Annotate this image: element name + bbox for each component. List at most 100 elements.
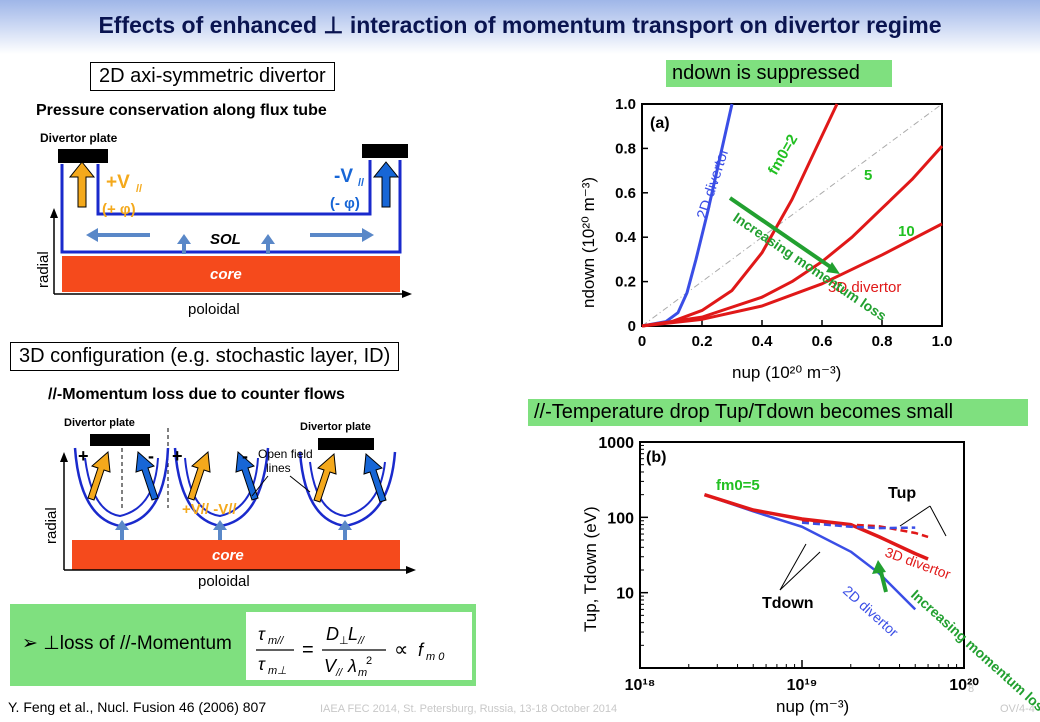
page-title: Effects of enhanced ⊥ interaction of mom… <box>98 12 942 38</box>
core-label: core <box>210 266 242 283</box>
svg-text:λ: λ <box>347 656 357 676</box>
orange-flow-arrow <box>68 161 96 208</box>
blue-arrow-3d-1 <box>135 450 159 501</box>
chart-a-ytick: 0.6 <box>615 185 636 202</box>
radial-label: radial <box>35 251 52 288</box>
chart-b-xtick: 10¹⁹ <box>787 677 818 694</box>
divertor-plate-left <box>58 149 108 163</box>
chart-b-xlabel: nup (m⁻³) <box>776 697 849 716</box>
chart-a-panel: (a) <box>650 115 670 132</box>
3d-diagram: Divertor plate Divertor plate + - + - Op… <box>43 417 416 590</box>
chart-b-2d-label: 2D divertor <box>840 582 902 640</box>
minus-2: - <box>242 446 248 466</box>
flux-tube-inner <box>96 160 372 216</box>
chart-a-xtick: 0.8 <box>872 333 893 350</box>
divertor-plate-label-1: Divertor plate <box>64 417 135 429</box>
svg-text:D: D <box>326 624 339 644</box>
chart-a-ytick: 0 <box>628 318 636 335</box>
chart-b-ytick: 1000 <box>598 435 634 452</box>
chart-a-label-box: ndown is suppressed <box>666 60 892 87</box>
axisymmetric-box: 2D axi-symmetric divertor <box>90 62 335 91</box>
vplus-label: +V <box>106 172 130 193</box>
reference: Y. Feng et al., Nucl. Fusion 46 (2006) 8… <box>8 699 267 715</box>
svg-text:m//: m// <box>268 635 284 647</box>
poloidal-label: poloidal <box>188 301 240 318</box>
chart-a-ylabel: ndown (10²⁰ m⁻³) <box>579 177 598 308</box>
minus-1: - <box>148 446 154 466</box>
vflows-label: +V// -V// <box>182 501 237 518</box>
chart-b-series-2 <box>801 519 929 539</box>
orange-arrow-3d-1 <box>87 450 111 501</box>
vminus-label: -V <box>334 166 353 187</box>
core-label-3d: core <box>212 547 244 564</box>
blue-flow-arrow <box>372 161 400 208</box>
bullet-text: ➢ ⊥loss of //-Momentum <box>22 633 232 654</box>
svg-text:f: f <box>418 640 425 660</box>
chart-a-ytick: 0.4 <box>615 229 637 246</box>
svg-text:V: V <box>324 656 338 676</box>
svg-text:2: 2 <box>366 655 372 667</box>
plus-1: + <box>78 446 89 466</box>
chart-a-xtick: 1.0 <box>932 333 953 350</box>
chart-b-ytick: 10 <box>616 586 634 603</box>
plus-2: + <box>172 446 183 466</box>
open-field-label-2: lines <box>266 461 291 475</box>
poloidal-label-3d: poloidal <box>198 573 250 590</box>
chart-a-ytick: 1.0 <box>615 96 636 113</box>
3d-config-box: 3D configuration (e.g. stochastic layer,… <box>10 342 400 371</box>
chart-b-tdown: Tdown <box>762 595 814 612</box>
blue-arrow-3d-2 <box>235 450 259 501</box>
chart-a-fm0-10: 10 <box>898 223 915 240</box>
momentum-loss-title: //-Momentum loss due to counter flows <box>48 386 345 403</box>
chart-a-xtick: 0 <box>638 333 646 350</box>
svg-text:m 0: m 0 <box>426 651 445 663</box>
chart-a-fm0-5: 5 <box>864 167 872 184</box>
chart-b-fm0: fm0=5 <box>716 477 760 494</box>
chart-a-arrow <box>728 196 834 270</box>
chart-a: 00 0.2 0.2 0.4 0.4 0.6 0.6 0.8 0.8 1.0 1.0 (a) ndo… <box>579 96 953 382</box>
chart-b-xtick: 10²⁰ <box>949 677 979 694</box>
chart-a-series-3 <box>641 222 943 328</box>
orange-arrow-3d-3 <box>313 452 337 503</box>
chart-a-diagonal <box>641 103 943 327</box>
pressure-conservation-title: Pressure conservation along flux tube <box>36 102 327 119</box>
chart-b-ylabel: Tup, Tdown (eV) <box>581 506 600 632</box>
svg-text://: // <box>335 667 343 679</box>
page-number: 8 <box>968 683 975 695</box>
formula-area: τ m// τ m⊥ = D ⊥ L // V // λ m 2 ∝ f m 0 <box>246 612 472 680</box>
core-block-3d <box>72 540 400 570</box>
vplus-phi: (+ φ) <box>102 201 136 218</box>
sol-arrow-up-1 <box>177 234 191 244</box>
chart-a-3d-label: 3D divertor <box>828 279 901 296</box>
chart-b: 10¹⁸ 10¹⁹ 10²⁰ 1000 100 10 (b) Tup, Tdown (eV… <box>581 435 1040 720</box>
svg-text:⊥: ⊥ <box>339 635 349 647</box>
open-field-label: Open field <box>258 447 313 461</box>
svg-text://: // <box>357 635 365 647</box>
chart-b-label-box: //-Temperature drop Tup/Tdown becomes sm… <box>528 399 1028 426</box>
bullet-arrow-icon: ➢ <box>22 633 38 654</box>
chart-a-ytick: 0.8 <box>615 140 636 157</box>
svg-text:τ: τ <box>258 654 266 674</box>
chart-a-ytick: 0.2 <box>615 274 636 291</box>
chart-a-fm0-2: fm0=2 <box>765 132 802 178</box>
divertor-plate-3d-1 <box>90 434 150 446</box>
chart-a-series-2 <box>641 145 944 328</box>
divertor-plate-3d-2 <box>318 438 374 450</box>
chart-a-xtick: 0.6 <box>812 333 833 350</box>
chart-b-panel: (b) <box>646 449 666 466</box>
svg-text:m⊥: m⊥ <box>268 665 287 677</box>
chart-b-series-0 <box>704 493 917 611</box>
vplus-sub: // <box>136 183 142 195</box>
radial-label-3d: radial <box>43 507 60 544</box>
svg-text:=: = <box>302 639 314 661</box>
chart-b-arrow-label: Increasing momentum loss <box>908 586 1040 719</box>
chart-b-tup: Tup <box>888 485 916 502</box>
header-bar <box>0 0 1040 54</box>
chart-a-series-0 <box>641 103 734 328</box>
chart-a-xlabel: nup (10²⁰ m⁻³) <box>732 363 841 382</box>
core-block <box>62 256 400 292</box>
chart-b-xtick: 10¹⁸ <box>625 677 656 694</box>
sol-arrow-up-2 <box>261 234 275 244</box>
blue-arrow-3d-3 <box>363 452 387 503</box>
divertor-plate-label: Divertor plate <box>40 131 118 145</box>
